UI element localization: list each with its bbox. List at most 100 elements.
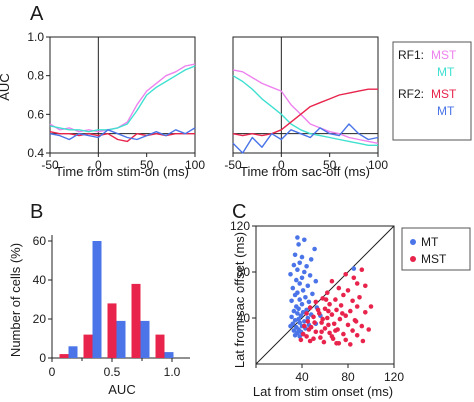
c-point-mt-14 (288, 272, 293, 277)
legend-c-mt-marker (410, 239, 416, 245)
c-point-mt-13 (302, 269, 307, 275)
c-frame (255, 225, 395, 365)
c-point-mt-3 (296, 242, 301, 247)
c-point-mst-20 (322, 306, 328, 312)
c-point-mst-63 (360, 338, 366, 344)
b-bar-mst-1 (59, 354, 69, 358)
legend-c-mst-label: MST (421, 252, 447, 266)
c-point-mt-33 (296, 306, 301, 312)
c-point-mst-16 (327, 301, 332, 307)
c-point-mst-11 (357, 295, 362, 300)
c-point-mst-8 (345, 288, 351, 293)
c-point-mst-62 (366, 327, 372, 332)
a1-frame (49, 36, 196, 154)
b-x-tick-label-2: 1.0 (164, 365, 181, 379)
c-point-mst-34 (345, 322, 351, 328)
c-point-mst-56 (320, 316, 326, 322)
legend-a-rf2-label: RF2: (398, 87, 424, 101)
b-bar-mt-4 (140, 320, 150, 358)
c-point-mst-37 (322, 326, 328, 331)
c-point-mst-2 (343, 272, 349, 277)
c-point-mt-9 (291, 262, 297, 268)
c-point-mt-20 (305, 283, 311, 289)
a1-y-tick-label-1: 0.6 (27, 107, 44, 121)
b-bar-mst-4 (131, 283, 141, 358)
c-point-mt-10 (304, 264, 309, 269)
legend-c-mst-marker (410, 256, 416, 262)
c-point-mst-19 (307, 305, 313, 310)
c-point-mst-26 (343, 313, 349, 319)
b-bar-mt-5 (164, 352, 174, 358)
c-point-mst-32 (319, 320, 324, 325)
b-x-axis-label: AUC (108, 382, 135, 397)
c-point-mst-33 (331, 321, 337, 327)
c-point-mt-26 (303, 295, 308, 300)
legend-a-rf1-mst: MST (431, 48, 457, 62)
c-diagonal-line (255, 225, 395, 365)
c-point-mst-52 (300, 331, 306, 337)
c-point-mst-35 (359, 323, 365, 329)
c-point-mt-6 (299, 254, 305, 260)
c-point-mt-42 (296, 316, 301, 322)
c-point-mt-15 (307, 273, 313, 278)
b-y-tick-label-1: 20 (33, 312, 47, 326)
b-bar-mst-5 (155, 334, 165, 358)
legend-a-rf2-mt: MT (437, 104, 455, 118)
c-point-mst-44 (304, 334, 309, 339)
b-x-tick-label-0: 0 (49, 365, 56, 379)
c-point-mt-8 (297, 260, 303, 266)
c-point-mst-47 (343, 337, 349, 343)
c-point-mst-48 (307, 338, 313, 344)
c-point-mt-1 (295, 235, 300, 240)
panel-label-b: B (30, 201, 43, 223)
c-point-mt-36 (300, 310, 306, 315)
c-point-mst-70 (304, 311, 309, 316)
c-point-mt-11 (351, 266, 357, 271)
c-x-axis-label: Lat from stim onset (ms) (253, 384, 393, 399)
legend-a-rf1-label: RF1: (398, 48, 424, 62)
b-y-tick-label-3: 60 (33, 234, 47, 248)
c-point-mst-7 (336, 285, 342, 291)
c-point-mt-43 (292, 318, 298, 323)
c-point-mst-43 (354, 333, 360, 338)
b-y-tick-label-0: 0 (39, 351, 46, 365)
c-point-mst-13 (333, 297, 338, 302)
a2-x-axis-label: Time from sac-off (ms) (240, 164, 370, 179)
a2-x-tick-label-1: 0 (278, 158, 285, 172)
b-bar-mt-3 (116, 320, 126, 358)
legend-c-mt-label: MT (421, 235, 439, 249)
c-point-mt-21 (290, 285, 296, 291)
b-y-axis-label: Number of cells (%) (8, 243, 23, 357)
a1-series-line-4 (49, 127, 196, 141)
c-y-tick-label-1: 80 (237, 265, 251, 279)
a1-series-line-1 (49, 63, 196, 133)
c-point-mst-1 (359, 267, 365, 273)
chart-a1: -50 0 50 100 0.4 0.6 0.8 1.0 AUC Time from stim… (0, 30, 205, 179)
c-x-tick-label-1: 40 (295, 370, 309, 384)
legend-a: RF1: MST MT RF2: MST MT (392, 41, 472, 141)
c-point-mst-24 (317, 311, 322, 316)
c-point-mt-44 (302, 319, 307, 324)
a2-series-line-3 (232, 88, 378, 137)
c-point-mst-71 (319, 329, 324, 335)
c-point-mt-18 (313, 278, 319, 284)
c-point-mst-31 (305, 319, 311, 324)
c-point-mst-15 (313, 299, 319, 305)
a1-x-tick-label-1: 0 (95, 158, 102, 172)
c-point-mst-54 (326, 322, 331, 328)
c-point-mst-51 (348, 342, 353, 347)
c-point-mt-29 (306, 299, 312, 305)
c-point-mst-28 (325, 315, 330, 321)
c-point-mt-16 (299, 275, 305, 281)
c-point-mt-27 (297, 297, 303, 302)
c-point-mst-64 (368, 304, 374, 309)
c-point-mt-22 (300, 288, 306, 293)
c-point-mst-67 (329, 334, 335, 339)
c-point-mst-40 (313, 329, 319, 335)
c-point-mst-9 (325, 290, 330, 296)
c-point-mst-57 (333, 328, 338, 333)
legend-c: MT MST (401, 227, 471, 271)
c-point-mst-58 (353, 319, 359, 324)
